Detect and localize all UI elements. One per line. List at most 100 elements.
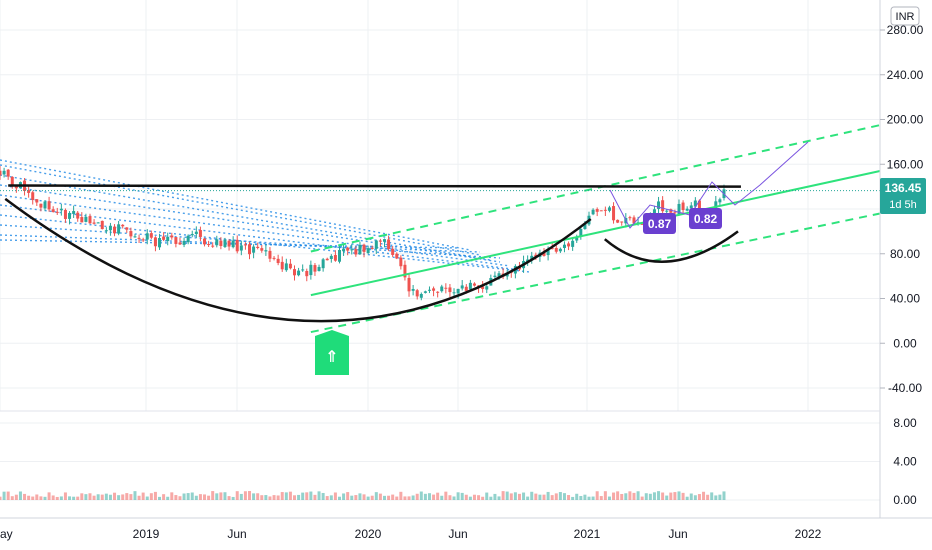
volume-bar <box>432 494 436 500</box>
candle-body <box>411 288 415 291</box>
volume-bar <box>27 495 31 500</box>
volume-bar <box>395 496 399 500</box>
candle-body <box>329 255 333 259</box>
volume-bar <box>137 495 141 500</box>
candle-body <box>72 211 76 214</box>
volume-bar <box>84 494 88 500</box>
channel-mid-line <box>310 169 881 297</box>
candle-body <box>313 265 317 272</box>
candle-body <box>436 291 440 293</box>
candle-body <box>612 206 616 221</box>
volume-bar <box>47 492 51 500</box>
candle-body <box>628 217 632 219</box>
volume-bar <box>636 491 640 500</box>
price-tag-value: 136.45 <box>885 181 922 195</box>
time-tick-label: Jun <box>227 527 246 541</box>
candle-body <box>374 240 378 249</box>
volume-bar <box>63 492 67 500</box>
handle-curve <box>603 230 739 263</box>
volume-bar <box>350 495 354 500</box>
price-tick-label: 0.00 <box>893 336 917 350</box>
candle-body <box>68 212 72 219</box>
volume-bar <box>35 494 39 500</box>
volume-bar <box>215 493 219 500</box>
candle-body <box>63 209 67 219</box>
fan-line <box>0 214 531 273</box>
candle-body <box>542 252 546 256</box>
volume-bar <box>321 492 325 500</box>
candle-body <box>108 225 112 231</box>
candle-body <box>354 249 358 255</box>
volume-pane <box>0 491 726 500</box>
volume-bar <box>68 496 72 500</box>
volume-bar <box>382 495 386 500</box>
candle-body <box>337 249 341 262</box>
volume-bar <box>468 496 472 500</box>
volume-bar <box>542 494 546 500</box>
volume-bar <box>337 496 341 500</box>
volume-bar <box>358 493 362 500</box>
candle-body <box>145 233 149 240</box>
volume-bar <box>203 494 207 500</box>
candle-body <box>166 236 170 242</box>
volume-bar <box>133 491 137 500</box>
volume-bar <box>697 494 701 500</box>
candle-body <box>669 209 673 213</box>
time-tick-label: 2019 <box>133 527 160 541</box>
volume-bar <box>722 491 726 500</box>
candle-body <box>387 239 391 249</box>
volume-bar <box>693 495 697 500</box>
candle-body <box>657 201 661 209</box>
volume-bar <box>530 491 534 500</box>
volume-bar <box>227 496 231 500</box>
volume-bar <box>681 492 685 500</box>
volume-bar <box>284 492 288 500</box>
candle-body <box>272 257 276 259</box>
candle-body <box>113 226 117 234</box>
candle-body <box>456 288 460 294</box>
candle-body <box>141 239 145 241</box>
volume-bar <box>714 495 718 500</box>
volume-bar <box>391 494 395 500</box>
candle-body <box>317 266 321 271</box>
volume-bar <box>456 492 460 500</box>
candle-body <box>104 230 108 232</box>
fan-line <box>0 194 511 267</box>
candle-body <box>575 237 579 241</box>
candle-body <box>297 270 301 276</box>
candle-body <box>399 257 403 267</box>
candle-body <box>485 286 489 290</box>
volume-bar <box>72 496 76 500</box>
volume-bar <box>677 491 681 500</box>
volume-bar <box>276 495 280 500</box>
volume-bar <box>10 496 14 500</box>
time-axis[interactable]: ay 2019 Jun 2020 Jun 2021 Jun 2022 <box>0 517 932 541</box>
candle-body <box>607 207 611 211</box>
price-axis[interactable]: 280.00240.00200.00160.00120.0080.0040.00… <box>879 0 924 518</box>
volume-bar <box>407 496 411 500</box>
volume-bar <box>571 496 575 500</box>
volume-bar <box>223 492 227 500</box>
buy-signal-marker[interactable]: ⇑ <box>315 330 349 375</box>
drawing-overlays-front <box>0 124 881 334</box>
candle-body <box>325 258 329 261</box>
volume-bar <box>562 493 566 500</box>
volume-bar <box>612 492 616 500</box>
candle-body <box>472 283 476 286</box>
volume-bar <box>178 496 182 500</box>
candle-body <box>591 209 595 215</box>
volume-bar <box>280 492 284 500</box>
candle-body <box>640 223 644 225</box>
candle-body <box>677 203 681 215</box>
candle-body <box>391 248 395 255</box>
volume-bar <box>599 496 603 500</box>
volume-bar <box>149 493 153 500</box>
candle-body <box>583 223 587 229</box>
volume-bar <box>513 492 517 500</box>
candle-body <box>149 233 153 238</box>
volume-bar <box>632 492 636 500</box>
candle-body <box>211 245 215 247</box>
volume-bar <box>534 493 538 500</box>
candle-body <box>595 209 599 212</box>
